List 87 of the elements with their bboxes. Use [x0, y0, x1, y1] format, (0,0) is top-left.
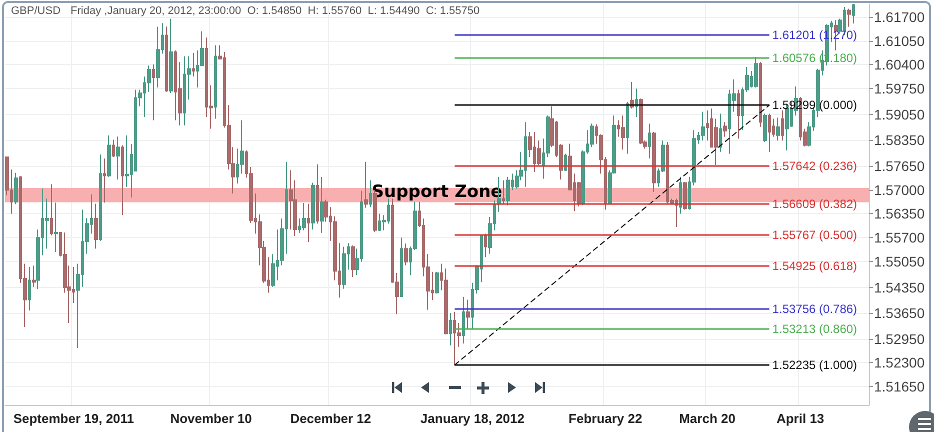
x-tick-label: January 18, 2012 [420, 411, 524, 426]
y-tick-label: 1.52950 [874, 330, 925, 347]
candlestick [621, 114, 625, 150]
ref-line-label: 1.53756 (0.786) [772, 302, 858, 316]
candlestick [32, 265, 36, 288]
candlestick [165, 26, 168, 92]
y-tick-label: 1.52300 [874, 354, 925, 371]
candlestick [152, 64, 155, 121]
y-tick-label: 1.61700 [874, 8, 925, 25]
candlestick [719, 113, 722, 152]
y-tick-label: 1.57000 [874, 182, 925, 198]
candlestick [169, 18, 173, 94]
x-tick-label: November 10 [170, 411, 252, 426]
candlestick [14, 172, 18, 205]
candlestick [28, 266, 31, 311]
candlestick [112, 139, 115, 158]
candlestick [449, 312, 452, 346]
x-tick-label: December 12 [290, 411, 372, 426]
candlestick [107, 134, 111, 178]
candlestick [99, 154, 102, 242]
candlestick [94, 203, 98, 250]
y-tick-label: 1.59750 [874, 80, 925, 97]
candlestick [156, 26, 160, 88]
y-tick-label: 1.53650 [874, 305, 925, 322]
y-tick-label: 1.51650 [874, 378, 925, 395]
candlestick [852, 4, 855, 24]
candlestick [484, 233, 487, 258]
candlestick [648, 123, 651, 160]
candlestick [626, 101, 629, 154]
candlestick [737, 89, 740, 140]
ref-line-label: 1.55767 (0.500) [772, 228, 858, 242]
candlestick [116, 136, 120, 180]
candlestick [307, 203, 310, 243]
candlestick [723, 122, 727, 138]
x-tick-label: April 13 [776, 411, 824, 426]
candlestick [121, 144, 124, 216]
candlestick [506, 176, 510, 206]
candlestick [302, 202, 306, 231]
candlestick [776, 117, 780, 141]
candlestick [701, 111, 705, 141]
candlestick [652, 132, 656, 192]
y-tick-label: 1.60400 [874, 56, 925, 73]
candlestick [466, 299, 470, 329]
x-tick-label: September 19, 2011 [13, 411, 134, 426]
candlestick [679, 176, 682, 214]
ref-line-label: 1.54925 (0.618) [772, 259, 858, 274]
y-tick-label: 1.56350 [874, 206, 925, 222]
candlestick [754, 56, 758, 88]
candlestick [847, 8, 851, 28]
candlestick [50, 184, 53, 236]
candlestick [404, 242, 408, 266]
candlestick [763, 113, 767, 142]
candlestick [400, 237, 403, 297]
ref-line-label: 1.57642 (0.236) [772, 159, 858, 174]
y-tick-label: 1.54350 [874, 279, 925, 296]
candlestick [781, 110, 784, 141]
candlestick [103, 158, 106, 204]
y-tick-label: 1.55700 [874, 230, 925, 246]
candlestick [351, 244, 355, 278]
x-tick-label: February 22 [568, 411, 642, 426]
candlestick [683, 182, 687, 210]
candlestick [311, 182, 315, 230]
candlestick [54, 202, 58, 252]
y-tick-label: 1.61050 [874, 32, 925, 49]
candlestick [502, 180, 505, 204]
candlestick [214, 44, 217, 120]
candlestick [369, 180, 372, 208]
ref-line-label: 1.53213 (0.860) [772, 322, 858, 336]
chart-subtitle: Friday ,January 20, 2012, 23:00:00 O: 1.54850 H: 1.55760 L: 1.54490 C: 1.55750 [70, 5, 480, 17]
y-tick-label: 1.58350 [874, 132, 925, 148]
chart-title: GBP/USD [11, 5, 61, 17]
x-tick-label: March 20 [679, 411, 736, 426]
y-tick-label: 1.59050 [874, 106, 925, 122]
candlestick [462, 296, 465, 344]
candlestick [768, 113, 771, 152]
candlestick [320, 176, 324, 234]
y-tick-label: 1.55050 [874, 254, 925, 270]
candlestick [316, 164, 319, 224]
candlestick [364, 161, 368, 208]
ref-line-label: 1.52235 (1.000) [772, 358, 858, 372]
candlestick [639, 98, 643, 145]
candlestick [759, 62, 762, 128]
ref-line-label: 1.56609 (0.382) [772, 197, 858, 212]
candlestick [192, 52, 195, 77]
y-tick-label: 1.57650 [874, 158, 925, 174]
candlestick [435, 271, 439, 294]
candlestick [342, 246, 346, 290]
